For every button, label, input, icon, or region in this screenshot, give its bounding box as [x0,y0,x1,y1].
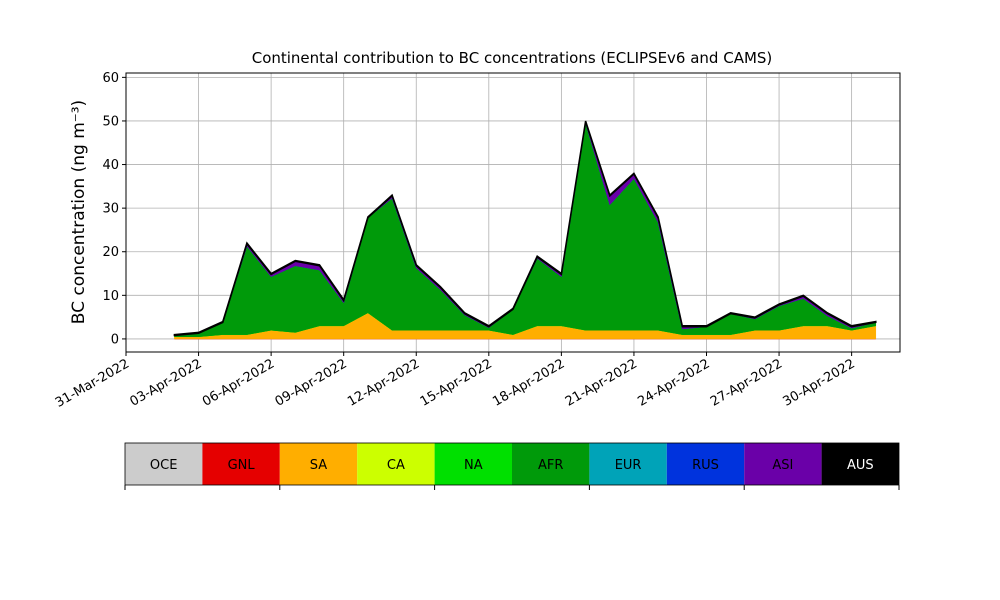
legend-label: OCE [150,458,178,473]
y-axis-label: BC concentration (ng m⁻³) [69,100,89,324]
x-tick-label: 21-Apr-2022 [563,356,640,409]
y-tick-label: 30 [102,202,119,217]
x-tick-label: 15-Apr-2022 [418,356,495,409]
legend-label: ASI [772,458,793,473]
x-tick-label: 30-Apr-2022 [781,356,858,409]
legend-label: GNL [228,458,256,473]
area [174,123,877,337]
x-tick-label: 12-Apr-2022 [345,356,422,409]
y-tick-label: 60 [102,71,119,86]
legend-swatch [279,443,358,485]
chart-title: Continental contribution to BC concentra… [252,49,773,67]
legend-swatch [512,443,590,485]
y-tick-label: 40 [102,158,119,173]
legend-swatch [821,443,899,485]
x-tick-label: 27-Apr-2022 [708,356,785,409]
legend-label: AFR [538,458,563,473]
y-tick-label: 10 [102,289,119,304]
legend-label: AUS [847,458,874,473]
y-tick-label: 0 [111,332,119,347]
legend-swatch [666,443,745,485]
y-tick-label: 20 [102,245,119,260]
legend-swatch [357,443,435,485]
legend-label: NA [464,458,483,473]
legend-swatch [125,443,203,485]
legend-label: CA [387,458,405,473]
x-tick-label: 06-Apr-2022 [200,356,277,409]
legend-swatch [434,443,512,485]
legend-frame [124,442,900,486]
legend-label: SA [310,458,327,473]
x-tick-label: 03-Apr-2022 [127,356,204,409]
y-tick-label: 50 [102,114,119,129]
legend-swatch [744,443,822,485]
legend-swatch [202,443,280,485]
plot-frame [125,72,901,353]
legend-label: RUS [692,458,719,473]
x-tick-label: 18-Apr-2022 [490,356,567,409]
x-tick-label: 09-Apr-2022 [273,356,350,409]
legend-swatch [589,443,667,485]
x-tick-label: 24-Apr-2022 [635,356,712,409]
legend-label: EUR [615,458,642,473]
area [173,120,877,337]
x-tick-label: 31-Mar-2022 [53,356,132,410]
